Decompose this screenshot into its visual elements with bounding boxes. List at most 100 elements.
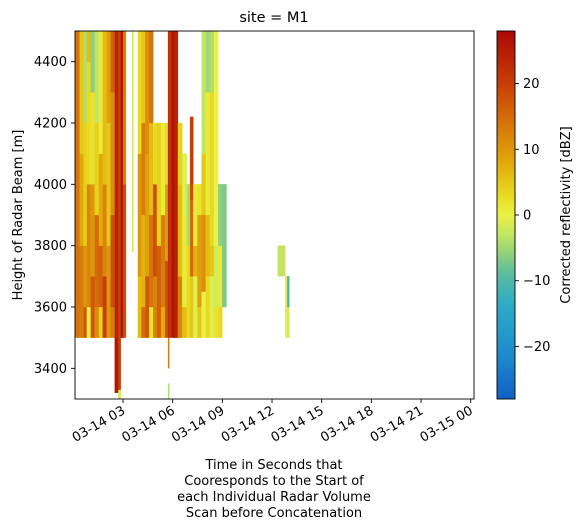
heatmap-cell xyxy=(205,92,211,216)
heatmap-cell xyxy=(189,116,194,185)
heatmap-cell xyxy=(145,31,150,154)
heatmap-cell xyxy=(86,61,91,185)
heatmap-cell xyxy=(213,306,219,338)
heatmap-cell xyxy=(209,276,215,338)
heatmap-cell xyxy=(149,214,154,308)
heatmap-cell xyxy=(197,214,202,308)
y-axis: 3400 3600 3800 4000 4200 4400 xyxy=(34,55,75,377)
colorbar-tick-label: 0 xyxy=(523,209,531,224)
heatmap-cell xyxy=(186,184,191,246)
heatmap-cell xyxy=(171,31,175,338)
heatmap-cell xyxy=(106,245,111,338)
heatmap-cell xyxy=(83,306,88,338)
heatmap-cell xyxy=(149,306,154,338)
x-tick-label: 03-14 03 xyxy=(70,403,128,445)
heatmap-cell xyxy=(102,276,107,338)
x-axis-label-line: Time in Seconds that xyxy=(204,458,342,473)
heatmap-cell xyxy=(197,306,202,338)
heatmap-cell xyxy=(90,184,96,277)
heatmap-cell xyxy=(118,389,121,399)
heatmap-cell xyxy=(98,153,103,246)
heatmap-cell xyxy=(110,306,115,338)
heatmap-cell xyxy=(152,276,158,338)
heatmap-cell xyxy=(86,31,91,62)
y-axis-label: Height of Radar Beam [m] xyxy=(11,130,26,301)
heatmap-cell xyxy=(218,306,223,338)
heatmap-cell xyxy=(177,122,183,185)
heatmap-cell xyxy=(98,31,103,154)
x-tick-label: 03-15 00 xyxy=(418,403,476,445)
heatmap-cell xyxy=(120,31,124,338)
y-tick-label: 4000 xyxy=(34,178,67,193)
heatmap-cell xyxy=(213,245,219,308)
colorbar-tick-label: 10 xyxy=(523,143,540,158)
heatmap-cell xyxy=(149,122,154,216)
heatmap-cell xyxy=(167,383,170,399)
heatmap-cell xyxy=(209,31,215,93)
heatmap-cell xyxy=(102,31,107,185)
x-axis-label-line: each Individual Radar Volume xyxy=(177,490,371,505)
heatmap-cell xyxy=(167,31,170,338)
heatmap-cell xyxy=(137,153,142,277)
x-axis-label-line: Scan before Concatenation xyxy=(186,506,362,521)
heatmap-cell xyxy=(197,184,202,216)
heatmap-cell xyxy=(193,184,198,246)
y-tick-label: 3400 xyxy=(34,362,67,377)
heatmap-cell xyxy=(182,214,187,308)
heatmap-cell xyxy=(174,31,179,338)
heatmap-cell xyxy=(165,122,169,185)
heatmap-cell xyxy=(189,276,194,338)
heatmap-cell xyxy=(83,122,88,246)
heatmap-cell xyxy=(141,306,146,338)
x-tick-label: 03-14 18 xyxy=(318,403,376,445)
heatmap-cell xyxy=(169,31,172,338)
plot-area xyxy=(75,31,474,399)
heatmap-cell xyxy=(189,199,194,277)
heatmap-cell xyxy=(285,276,288,338)
heatmap-cell xyxy=(287,306,290,338)
heatmap-cell xyxy=(86,306,91,338)
heatmap-cell xyxy=(152,184,158,277)
chart-title: site = M1 xyxy=(239,10,308,26)
heatmap-cell xyxy=(165,260,169,338)
heatmap-cell xyxy=(222,184,227,308)
x-tick-label: 03-14 06 xyxy=(120,403,178,445)
heatmap-cell xyxy=(141,214,146,308)
heatmap-cell xyxy=(156,122,162,246)
heatmap-cell xyxy=(79,31,84,154)
heatmap-cell xyxy=(118,337,121,390)
heatmap-cell xyxy=(86,184,91,308)
y-tick-label: 3800 xyxy=(34,239,67,254)
heatmap-cell xyxy=(114,337,119,394)
heatmap-cell xyxy=(114,31,119,338)
heatmap-cell xyxy=(145,153,150,277)
x-tick-label: 03-14 09 xyxy=(169,403,227,445)
colorbar xyxy=(496,30,516,400)
heatmap-cell xyxy=(75,31,80,338)
heatmap-cell xyxy=(90,31,96,93)
x-tick-label: 03-14 21 xyxy=(368,403,426,445)
heatmap-cell xyxy=(90,92,96,185)
heatmap-cell xyxy=(94,306,100,338)
heatmap-cell xyxy=(94,31,100,124)
heatmap-cell xyxy=(205,276,211,338)
heatmap-cell xyxy=(209,245,215,277)
heatmap-cell xyxy=(145,276,150,338)
heatmap-cell xyxy=(123,184,127,338)
heatmap-cell xyxy=(201,153,206,216)
heatmap-cell xyxy=(131,31,134,252)
heatmap-cell xyxy=(218,184,223,246)
heatmap-cell xyxy=(193,276,198,338)
heatmap-cell xyxy=(106,122,111,246)
heatmap-cell xyxy=(160,214,166,308)
heatmap-cell xyxy=(98,306,103,338)
heatmap-cell xyxy=(137,276,142,338)
heatmap-cell xyxy=(167,337,170,369)
heatmap-cell xyxy=(110,214,115,308)
heatmap-cell xyxy=(193,245,198,277)
heatmap-cell xyxy=(83,245,88,308)
heatmap-cell xyxy=(123,31,127,185)
heatmap-cell xyxy=(205,31,211,93)
